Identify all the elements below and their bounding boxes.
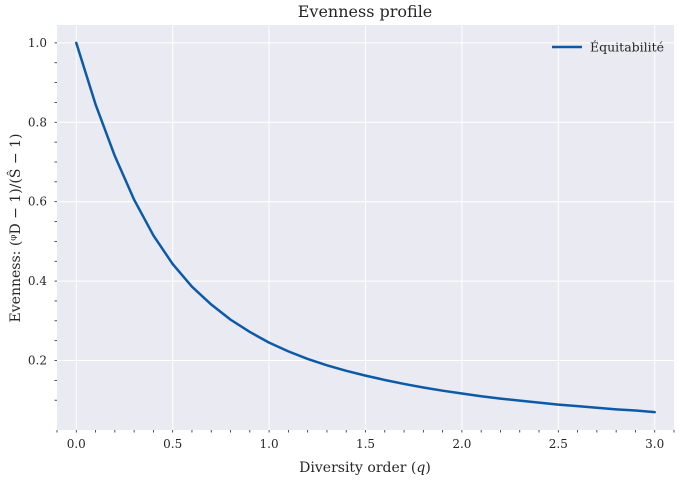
y-tick-labels: 0.2 0.4 0.6 0.8 1.0: [28, 36, 47, 368]
x-tick-labels: 0.0 0.5 1.0 1.5 2.0 2.5 3.0: [67, 437, 665, 451]
y-tick-label: 0.4: [28, 274, 47, 288]
y-tick-label: 0.2: [28, 354, 47, 368]
x-tick-label: 3.0: [645, 437, 664, 451]
minor-ticks: [54, 42, 675, 433]
y-tick-label: 0.6: [28, 195, 47, 209]
legend: Équitabilité: [552, 40, 664, 55]
y-axis-label: Evenness: (ᵠD − 1)/(Ŝ − 1): [6, 134, 24, 323]
x-axis-label: Diversity order (q): [299, 460, 431, 476]
series-line-0: [75, 41, 656, 414]
grid-lines: [57, 25, 674, 430]
x-tick-label: 0.5: [163, 437, 182, 451]
y-tick-label: 0.8: [28, 115, 47, 129]
chart-title: Evenness profile: [298, 2, 433, 21]
y-tick-label: 1.0: [28, 36, 47, 50]
x-tick-label: 1.5: [356, 437, 375, 451]
x-tick-label: 1.0: [260, 437, 279, 451]
series-layer: [75, 41, 656, 414]
x-tick-label: 2.5: [549, 437, 568, 451]
x-tick-label: 0.0: [67, 437, 86, 451]
x-tick-label: 2.0: [452, 437, 471, 451]
legend-label: Équitabilité: [590, 40, 664, 55]
